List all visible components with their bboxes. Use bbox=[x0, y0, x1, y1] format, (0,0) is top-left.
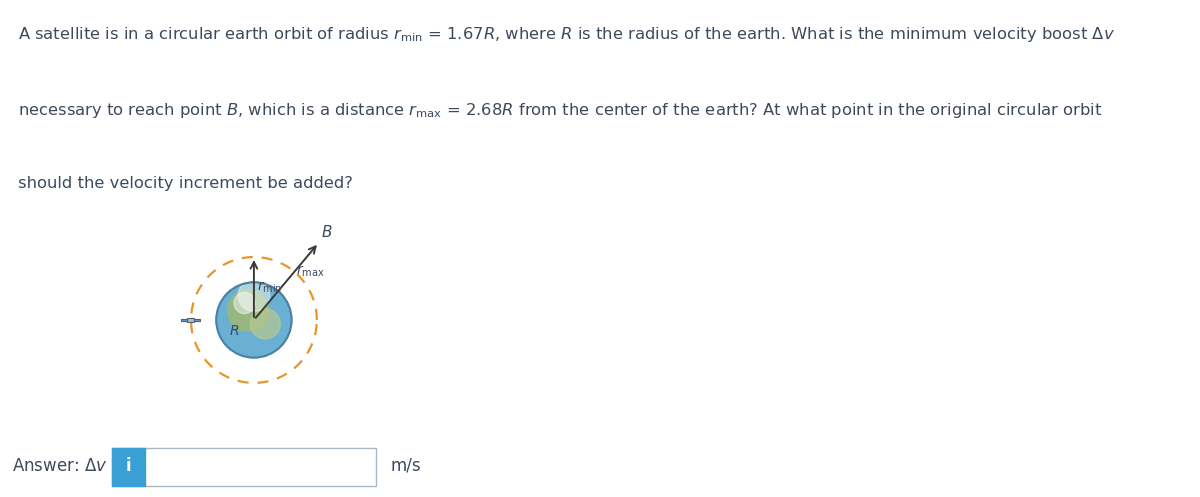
Text: Answer: $\Delta v$ =: Answer: $\Delta v$ = bbox=[12, 457, 126, 475]
Text: $r_{\rm min}$: $r_{\rm min}$ bbox=[257, 279, 282, 295]
Circle shape bbox=[216, 282, 292, 358]
Text: i: i bbox=[126, 457, 131, 475]
FancyBboxPatch shape bbox=[112, 448, 376, 486]
Text: m/s: m/s bbox=[390, 457, 421, 475]
FancyBboxPatch shape bbox=[112, 448, 145, 486]
Text: A satellite is in a circular earth orbit of radius $r_{\rm min}$ = 1.67$R$, wher: A satellite is in a circular earth orbit… bbox=[18, 25, 1115, 44]
Text: $r_{\rm max}$: $r_{\rm max}$ bbox=[296, 263, 325, 279]
Circle shape bbox=[234, 292, 256, 314]
Bar bbox=[181, 319, 187, 321]
Text: $B$: $B$ bbox=[320, 224, 332, 241]
FancyBboxPatch shape bbox=[187, 318, 194, 322]
Text: $R$: $R$ bbox=[229, 324, 240, 337]
Text: necessary to reach point $B$, which is a distance $r_{\rm max}$ = 2.68$R$ from t: necessary to reach point $B$, which is a… bbox=[18, 100, 1103, 120]
Circle shape bbox=[250, 309, 281, 339]
Circle shape bbox=[238, 280, 270, 311]
Bar bbox=[194, 319, 200, 321]
Text: should the velocity increment be added?: should the velocity increment be added? bbox=[18, 176, 353, 191]
Circle shape bbox=[228, 290, 269, 331]
